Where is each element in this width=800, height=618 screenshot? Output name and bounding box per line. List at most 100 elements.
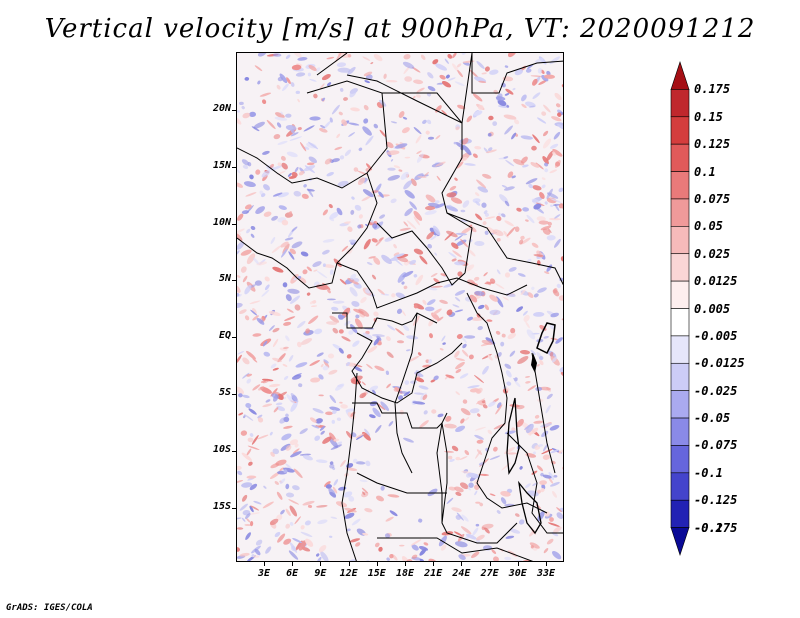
colorbar-label: 0.175 [694, 82, 731, 97]
velocity-streak [315, 67, 321, 72]
velocity-streak [495, 404, 503, 415]
velocity-streak [522, 164, 529, 168]
latitude-label: 10S [212, 443, 231, 455]
colorbar-label: -0.005 [694, 328, 738, 343]
velocity-streak [419, 558, 424, 561]
velocity-streak [364, 80, 371, 84]
velocity-streak [274, 116, 288, 121]
velocity-streak [292, 485, 300, 491]
velocity-streak [416, 150, 422, 155]
velocity-streak [378, 191, 384, 198]
velocity-streak [542, 156, 549, 165]
velocity-streak [361, 381, 366, 386]
velocity-streak [527, 64, 534, 69]
velocity-streak [456, 334, 463, 339]
velocity-streak [532, 451, 537, 455]
longitude-label: 12E [339, 568, 358, 579]
velocity-streak [361, 487, 368, 494]
velocity-streak [557, 112, 562, 117]
velocity-streak [386, 383, 391, 389]
velocity-streak [385, 370, 390, 375]
velocity-streak [467, 472, 480, 479]
velocity-streak [519, 466, 523, 470]
velocity-streak [455, 232, 468, 236]
velocity-streak [351, 300, 360, 307]
velocity-streak [497, 99, 507, 106]
velocity-streak [437, 413, 444, 418]
velocity-streak [238, 393, 243, 398]
velocity-streak [329, 117, 333, 123]
velocity-streak [393, 165, 401, 169]
velocity-streak [526, 423, 534, 434]
velocity-streak [280, 509, 285, 515]
velocity-streak [533, 203, 542, 210]
velocity-streak [522, 310, 528, 316]
velocity-streak [319, 425, 326, 431]
velocity-streak [384, 236, 394, 242]
velocity-streak [542, 138, 552, 149]
velocity-streak [282, 363, 288, 367]
velocity-streak [289, 542, 298, 553]
velocity-streak [530, 545, 534, 549]
velocity-streak [484, 527, 490, 534]
velocity-streak [474, 434, 485, 440]
velocity-streak [418, 385, 429, 390]
longitude-label: 3E [257, 568, 271, 579]
velocity-streak [390, 121, 398, 124]
velocity-streak [556, 512, 563, 519]
velocity-streak [263, 184, 270, 191]
velocity-streak [549, 169, 558, 174]
velocity-streak [464, 450, 470, 456]
velocity-streak [472, 153, 478, 158]
velocity-streak [549, 217, 561, 221]
velocity-streak [542, 454, 550, 460]
velocity-streak [406, 335, 419, 340]
velocity-streak [429, 333, 433, 339]
velocity-streak [280, 155, 286, 161]
velocity-streak [318, 374, 324, 380]
velocity-streak [533, 311, 545, 317]
velocity-streak [339, 401, 343, 404]
velocity-streak [325, 484, 332, 489]
velocity-streak [237, 284, 241, 293]
velocity-streak [484, 230, 489, 235]
velocity-streak [285, 523, 291, 529]
velocity-streak [423, 542, 429, 546]
velocity-streak [412, 401, 426, 405]
velocity-streak [476, 60, 485, 70]
velocity-streak [549, 198, 562, 203]
velocity-streak [372, 389, 376, 395]
velocity-streak [401, 310, 406, 317]
latitude-label: 15N [212, 159, 231, 171]
velocity-streak [237, 116, 242, 125]
velocity-streak [245, 532, 251, 540]
velocity-streak [435, 134, 441, 140]
velocity-streak [357, 224, 362, 229]
velocity-streak [355, 542, 361, 547]
velocity-streak [396, 254, 409, 259]
velocity-streak [465, 533, 477, 540]
velocity-streak [525, 321, 530, 329]
velocity-streak [427, 136, 435, 140]
velocity-streak [366, 363, 373, 370]
velocity-streak [448, 252, 457, 258]
velocity-streak [239, 101, 244, 106]
colorbar-segment [670, 308, 690, 337]
velocity-streak [331, 419, 336, 424]
velocity-streak [312, 408, 324, 414]
velocity-streak [445, 74, 450, 79]
velocity-streak [513, 158, 525, 166]
velocity-streak [246, 448, 252, 456]
velocity-streak [404, 156, 411, 159]
velocity-streak [329, 217, 335, 222]
velocity-streak [406, 349, 411, 352]
velocity-streak [306, 162, 315, 166]
velocity-streak [552, 491, 557, 498]
velocity-streak [487, 429, 493, 435]
velocity-streak [239, 552, 250, 557]
velocity-streak [242, 275, 248, 283]
colorbar-label: -0.1 [694, 465, 723, 480]
velocity-streak [310, 377, 321, 383]
velocity-streak [332, 300, 345, 304]
velocity-streak [456, 512, 464, 521]
